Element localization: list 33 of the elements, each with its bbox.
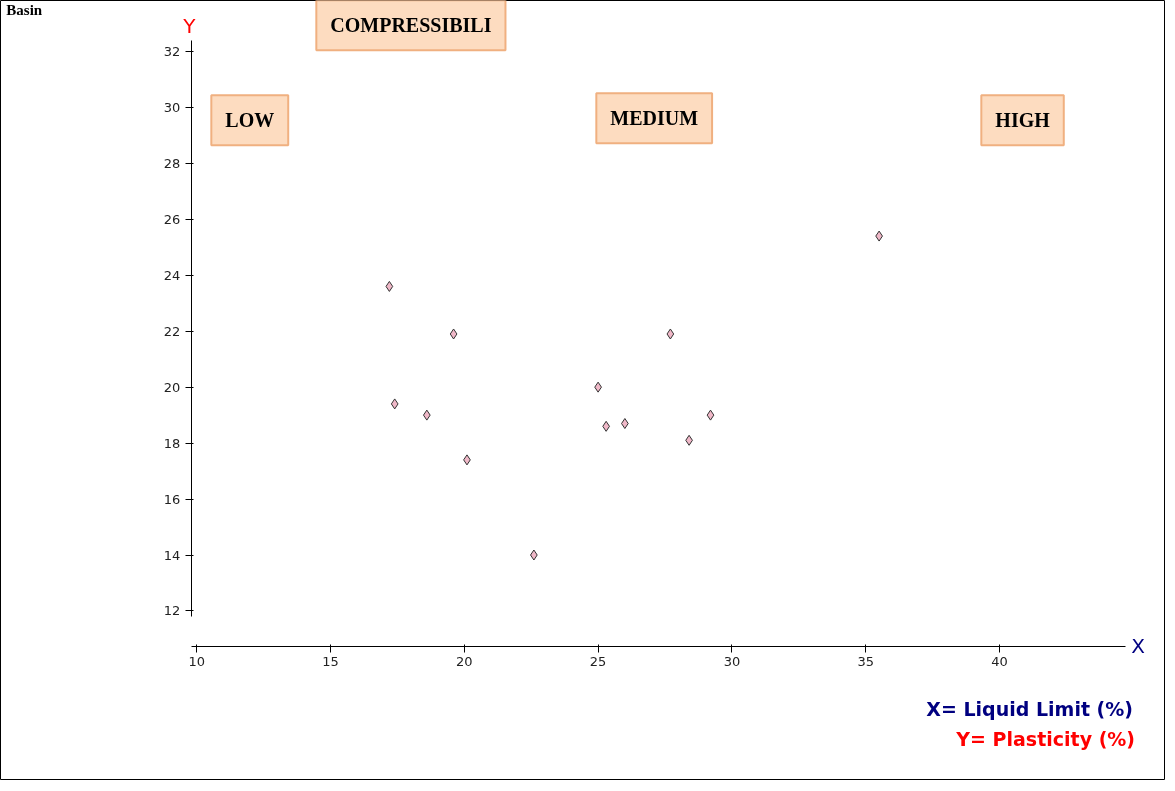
annotation: HIGH (995, 109, 1051, 132)
x-tick-label: 15 (322, 654, 339, 670)
y-tick-label: 28 (163, 155, 181, 171)
point (706, 409, 715, 421)
y-tick-label: 26 (163, 211, 181, 227)
point (449, 328, 458, 340)
point (390, 398, 399, 410)
x-tick-label: 25 (589, 654, 607, 670)
y-tick-label: 20 (163, 379, 181, 395)
point (385, 280, 394, 292)
x-tick-label: 20 (456, 654, 473, 670)
point (666, 328, 675, 340)
x-axis-title: X (1131, 634, 1146, 659)
annotation: LOW (225, 109, 275, 132)
y-tick-label: 16 (163, 491, 181, 507)
y-tick-label: 30 (163, 99, 181, 115)
y-tick-label: 14 (163, 547, 181, 563)
text: Y= Plasticity (%) (955, 728, 1136, 751)
text: X= Liquid Limit (%) (926, 698, 1134, 721)
y-tick-label: 18 (163, 435, 181, 451)
annotation: MEDIUM (610, 107, 699, 130)
x-tick-label: 10 (188, 654, 205, 670)
y-tick-label: 24 (163, 267, 181, 283)
point (422, 409, 431, 421)
x-tick-label: 40 (991, 654, 1008, 670)
text: Basin (6, 2, 43, 19)
y-tick-label: 32 (163, 43, 181, 59)
y-axis-title: Y (182, 14, 197, 39)
x-tick-label: 35 (857, 654, 875, 670)
x-tick-label: 30 (723, 654, 741, 670)
y-tick-label: 12 (163, 603, 181, 619)
text: COMPRESSIBILI (330, 14, 492, 37)
y-tick-label: 22 (163, 323, 181, 339)
